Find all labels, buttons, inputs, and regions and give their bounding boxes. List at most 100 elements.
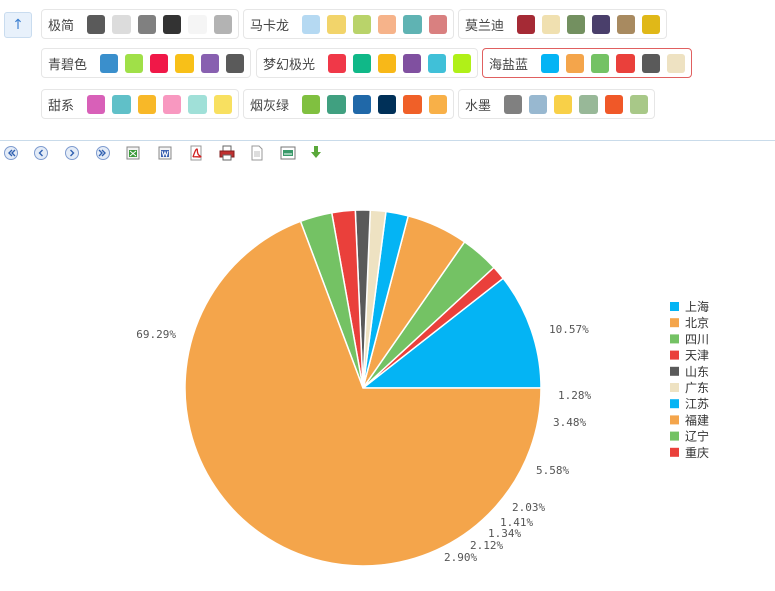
pie-slice-北京[interactable]	[184, 220, 542, 567]
arrow-up-icon: ↑	[12, 17, 24, 33]
legend-item[interactable]: 天津	[670, 349, 709, 363]
color-swatch	[616, 53, 635, 73]
legend-label: 重庆	[685, 446, 709, 460]
theme-option[interactable]: 梦幻极光	[256, 48, 478, 78]
export-word-icon[interactable]	[157, 145, 173, 161]
legend-swatch	[670, 366, 679, 376]
theme-option[interactable]: 烟灰绿	[243, 89, 454, 119]
color-swatch	[137, 14, 156, 34]
theme-name: 烟灰绿	[250, 98, 290, 114]
color-swatch	[353, 53, 372, 73]
theme-option[interactable]: 马卡龙	[243, 9, 454, 39]
first-page-icon[interactable]	[3, 145, 19, 161]
color-swatch	[137, 94, 156, 114]
legend-label: 福建	[685, 412, 709, 427]
pie-chart: 10.57% 1.28% 3.48% 5.58% 2.03% 1.41%1.34%2.12…	[136, 209, 709, 567]
theme-option[interactable]: 莫兰迪	[458, 9, 667, 39]
export-text-icon[interactable]	[249, 145, 265, 161]
theme-option[interactable]: 极简	[41, 9, 239, 39]
theme-name: 青碧色	[48, 57, 88, 73]
color-swatch	[554, 94, 573, 114]
color-swatch	[592, 14, 611, 34]
color-swatch	[542, 14, 561, 34]
data-label-天津: 2.12%	[470, 539, 503, 552]
color-swatch	[163, 14, 182, 34]
legend-item[interactable]: 上海	[670, 299, 709, 314]
legend-swatch	[670, 318, 679, 328]
color-swatch	[302, 14, 321, 34]
pie-slice-上海[interactable]	[360, 277, 542, 389]
color-swatch	[87, 14, 106, 34]
color-swatch	[327, 14, 346, 34]
scroll-up-button[interactable]: ↑	[4, 12, 32, 38]
color-swatch	[666, 53, 685, 73]
legend-item[interactable]: 广东	[670, 381, 709, 395]
legend-item[interactable]: 辽宁	[670, 429, 709, 444]
color-swatch	[87, 94, 106, 114]
color-swatch	[213, 94, 232, 114]
legend-swatch	[670, 447, 679, 457]
color-swatch	[567, 14, 586, 34]
color-swatch	[641, 53, 660, 73]
toolbar-divider	[0, 140, 775, 141]
export-image-icon[interactable]	[280, 145, 296, 161]
color-swatch	[112, 14, 131, 34]
legend-label: 天津	[685, 349, 709, 363]
prev-page-icon[interactable]	[33, 145, 49, 161]
data-label-广东: 1.41%	[500, 516, 533, 529]
color-swatch	[163, 94, 182, 114]
color-swatch	[302, 94, 321, 114]
legend-item[interactable]: 重庆	[670, 446, 709, 460]
color-swatch	[403, 94, 422, 114]
legend-swatch	[670, 334, 679, 344]
last-page-icon[interactable]	[95, 145, 111, 161]
theme-option[interactable]: 海盐蓝	[482, 48, 692, 78]
color-swatch	[529, 94, 548, 114]
color-swatch	[378, 94, 397, 114]
theme-name: 水墨	[465, 98, 492, 114]
theme-option[interactable]: 青碧色	[41, 48, 251, 78]
color-swatch	[352, 14, 371, 34]
next-page-icon[interactable]	[64, 145, 80, 161]
download-icon[interactable]	[308, 145, 324, 161]
color-swatch	[352, 94, 371, 114]
legend-swatch	[670, 415, 679, 425]
color-swatch	[504, 94, 523, 114]
theme-name: 极简	[48, 18, 75, 34]
color-swatch	[428, 14, 447, 34]
color-swatch	[428, 94, 447, 114]
color-swatch	[541, 53, 560, 73]
color-swatch	[378, 14, 397, 34]
color-swatch	[200, 53, 219, 73]
theme-name: 莫兰迪	[465, 18, 505, 34]
legend-label: 广东	[685, 381, 709, 395]
legend-item[interactable]: 福建	[670, 412, 709, 427]
legend-item[interactable]: 北京	[670, 316, 709, 330]
theme-option[interactable]: 甜系	[41, 89, 239, 119]
theme-name: 梦幻极光	[263, 57, 316, 73]
legend-swatch	[670, 302, 679, 311]
theme-option[interactable]: 水墨	[458, 89, 655, 119]
theme-name: 海盐蓝	[489, 57, 529, 73]
color-swatch	[591, 53, 610, 73]
legend-item[interactable]: 四川	[670, 332, 709, 346]
legend-item[interactable]: 山东	[670, 365, 709, 379]
color-swatch	[403, 14, 422, 34]
color-swatch	[378, 53, 397, 73]
color-swatch	[327, 94, 346, 114]
legend-label: 北京	[685, 316, 709, 330]
color-swatch	[604, 94, 623, 114]
data-label-山东: 1.34%	[488, 527, 521, 540]
legend-item[interactable]: 江苏	[670, 397, 709, 411]
legend-swatch	[670, 399, 679, 409]
export-excel-icon[interactable]	[125, 145, 141, 161]
theme-name: 甜系	[48, 98, 75, 114]
color-swatch	[629, 94, 648, 114]
legend-label: 四川	[685, 332, 709, 346]
data-label-江苏: 2.03%	[512, 501, 545, 514]
data-label-重庆: 1.28%	[558, 389, 591, 402]
legend-label: 江苏	[685, 397, 709, 411]
color-swatch	[188, 14, 207, 34]
print-icon[interactable]	[219, 145, 235, 161]
export-pdf-icon[interactable]	[188, 145, 204, 161]
